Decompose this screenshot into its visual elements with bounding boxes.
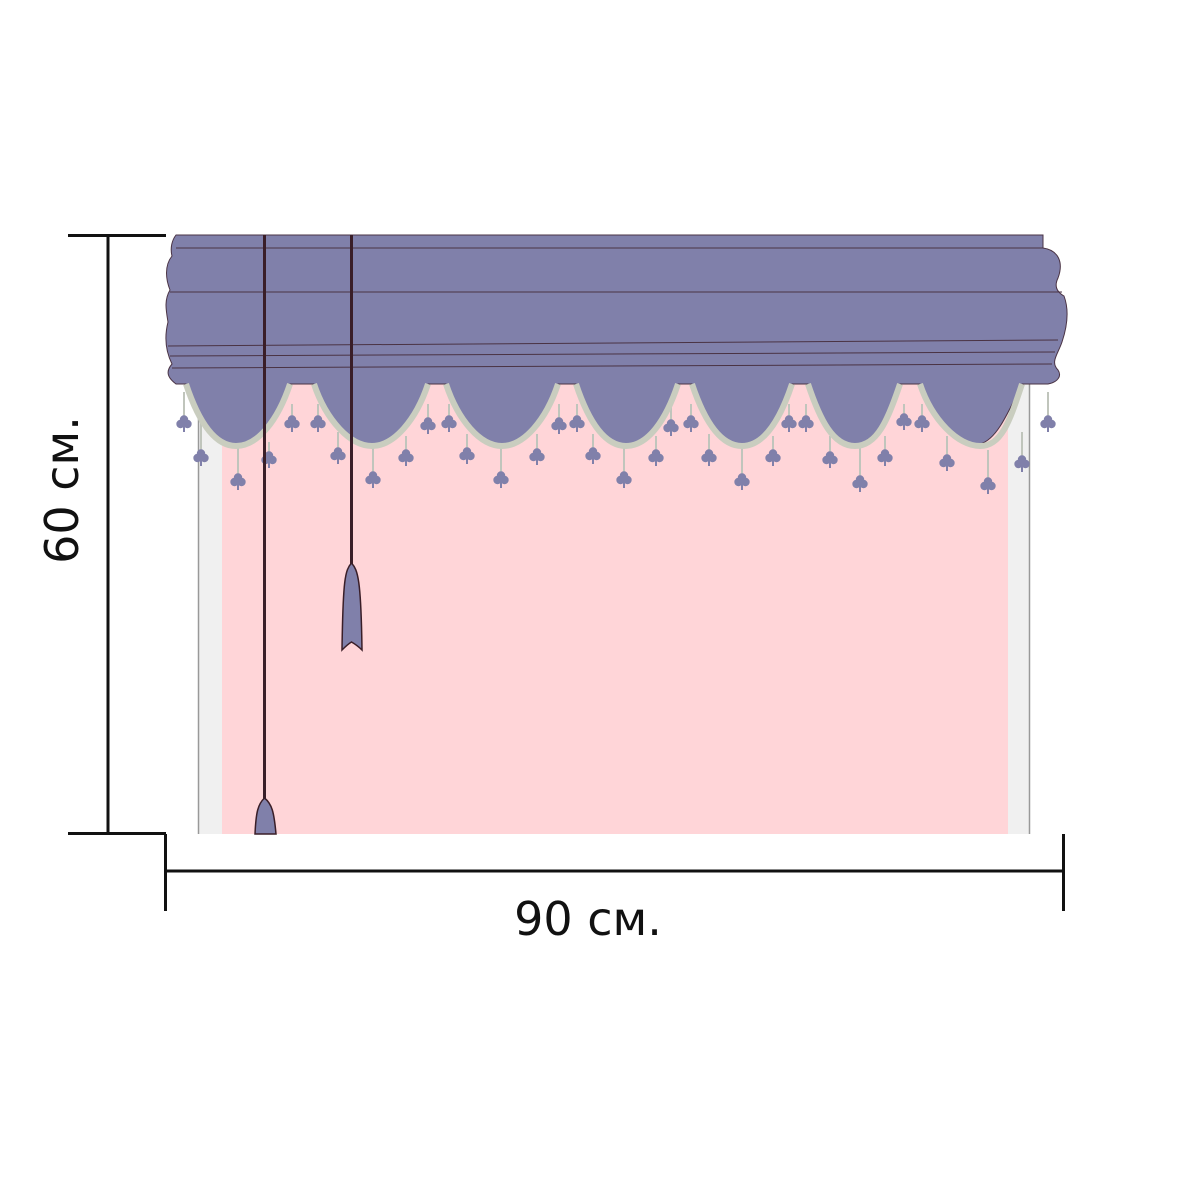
fringe-bead (420, 417, 436, 434)
fringe-bead (176, 415, 192, 432)
fringe-bead (493, 471, 509, 488)
short-cord-tassel (341, 561, 363, 652)
fold-line (171, 363, 1053, 369)
fringe-bead (896, 413, 912, 430)
fringe-bead (734, 473, 750, 490)
long-cord-tassel (254, 797, 277, 835)
fringe-bead (648, 449, 664, 466)
swag-trim (917, 383, 1025, 450)
fringe-bead (459, 447, 475, 464)
width-dimension: 90 см. (164, 834, 1065, 946)
fringe-bead (914, 415, 930, 432)
fringe-bead (284, 415, 300, 432)
window (197, 380, 1031, 834)
fringe-bead (980, 477, 996, 494)
fold-lines (167, 247, 1062, 369)
fringe-bead (852, 475, 868, 492)
fringe-bead (683, 415, 699, 432)
fringe-bead (822, 451, 838, 468)
fringe-bead (877, 449, 893, 466)
fringe-bead (1014, 455, 1030, 472)
fringe-bead (939, 454, 955, 471)
swag-trim (689, 383, 795, 450)
fold-line (167, 339, 1059, 347)
swag-trim (443, 383, 561, 450)
fringe-bead (765, 449, 781, 466)
fringe-bead (441, 415, 457, 432)
fringe-bead (569, 415, 585, 432)
swag-trim (805, 383, 903, 450)
fringe-bead (585, 447, 601, 464)
fringe-bead (781, 415, 797, 432)
fringe-bead (616, 471, 632, 488)
fringe-bead (330, 447, 346, 464)
fold-line (169, 351, 1056, 357)
width-label: 90 см. (514, 892, 662, 946)
fringe-bead (365, 471, 381, 488)
swag-trims (183, 383, 1025, 450)
blind (165, 234, 1068, 450)
fringe-bead (701, 449, 717, 466)
fringe-bead (310, 415, 326, 432)
swag-trim (573, 383, 681, 450)
fringe-bead (663, 419, 679, 436)
fringe-bead (551, 417, 567, 434)
fringe-bead (230, 473, 246, 490)
swag-trim (311, 383, 431, 450)
fringe-bead (193, 449, 209, 466)
fringe (176, 392, 1056, 494)
fringe-bead (398, 449, 414, 466)
fringe-bead (798, 415, 814, 432)
height-dimension: 60 см. (35, 234, 166, 835)
pull-cords (254, 235, 363, 835)
fringe-bead (529, 448, 545, 465)
swag-trim (183, 383, 293, 450)
fringe-bead (1040, 415, 1056, 432)
height-label: 60 см. (35, 416, 89, 564)
